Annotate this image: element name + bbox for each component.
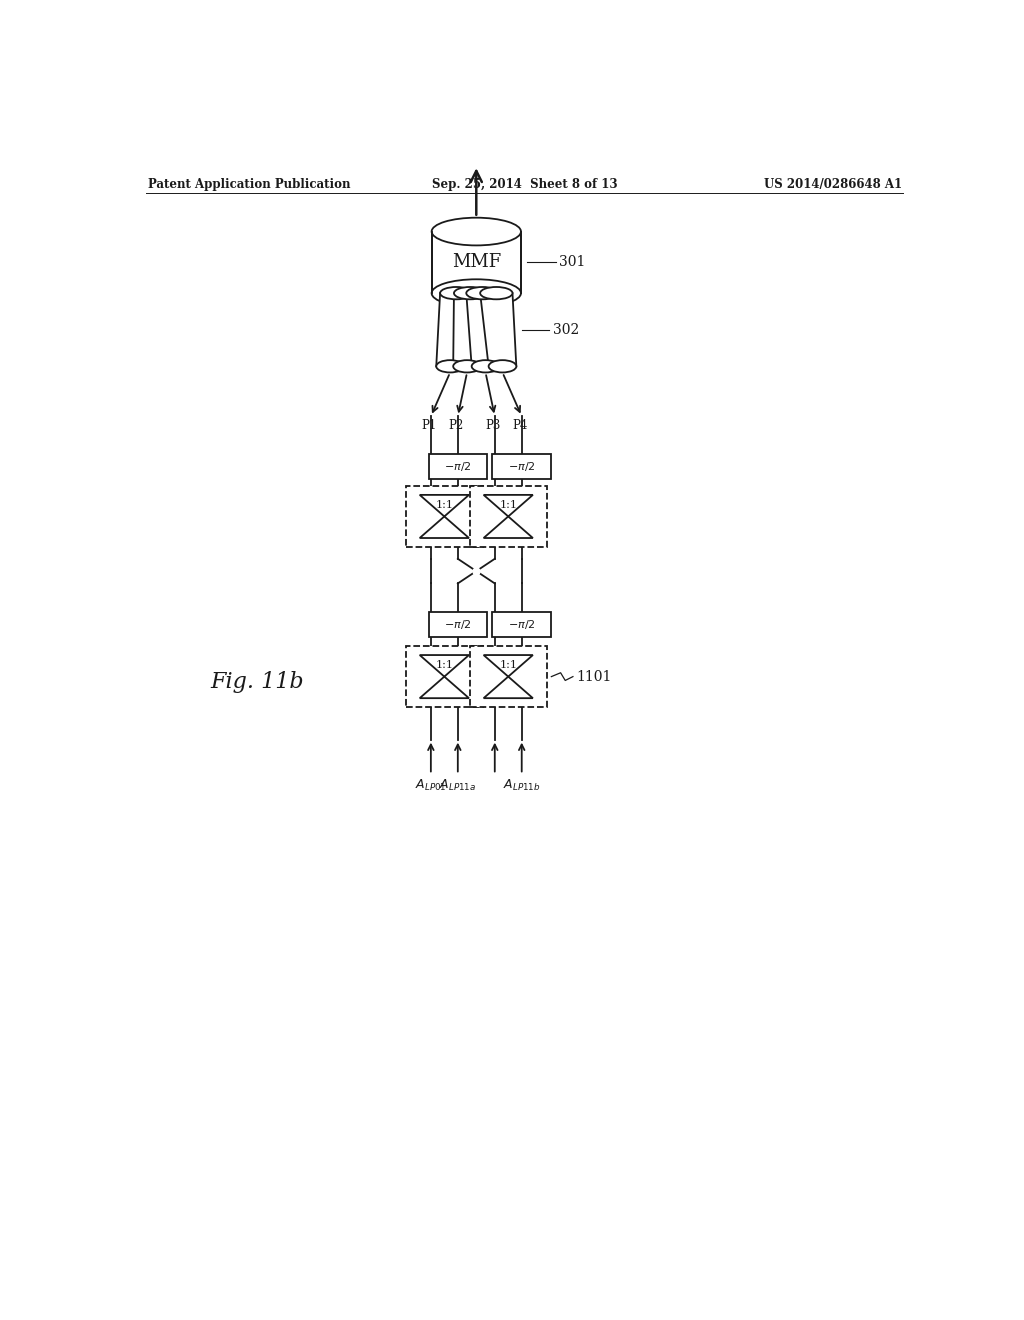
FancyBboxPatch shape [493,612,551,636]
Text: 1:1: 1:1 [500,660,517,669]
Ellipse shape [436,360,464,372]
Text: 1:1: 1:1 [435,660,454,669]
Text: $A_{LP11a}$: $A_{LP11a}$ [439,779,476,793]
Text: $A_{LP11b}$: $A_{LP11b}$ [503,779,541,793]
Text: P1: P1 [422,418,437,432]
Polygon shape [466,293,500,367]
Polygon shape [436,293,472,367]
Text: P2: P2 [449,418,464,432]
Ellipse shape [454,360,481,372]
FancyBboxPatch shape [429,612,487,636]
FancyBboxPatch shape [406,645,483,708]
Text: $-\pi/2$: $-\pi/2$ [444,618,471,631]
Text: P3: P3 [485,418,501,432]
FancyBboxPatch shape [429,454,487,479]
Text: $-\pi/2$: $-\pi/2$ [444,459,471,473]
Polygon shape [432,231,521,293]
Text: 301: 301 [559,255,586,269]
Text: 1101: 1101 [577,669,611,684]
Polygon shape [454,293,486,367]
FancyBboxPatch shape [470,645,547,708]
Ellipse shape [480,286,512,300]
Ellipse shape [454,286,486,300]
Ellipse shape [432,218,521,246]
Text: Sep. 25, 2014  Sheet 8 of 13: Sep. 25, 2014 Sheet 8 of 13 [432,178,617,190]
Ellipse shape [472,360,500,372]
Ellipse shape [488,360,516,372]
Text: US 2014/0286648 A1: US 2014/0286648 A1 [764,178,902,190]
Text: MMF: MMF [452,253,501,272]
Text: P4: P4 [512,418,527,432]
Text: Fig. 11b: Fig. 11b [211,671,304,693]
Ellipse shape [466,286,499,300]
FancyBboxPatch shape [406,486,483,548]
Text: $-\pi/2$: $-\pi/2$ [508,618,536,631]
Polygon shape [480,293,516,367]
Text: 302: 302 [553,322,579,337]
Text: Patent Application Publication: Patent Application Publication [147,178,350,190]
FancyBboxPatch shape [493,454,551,479]
FancyBboxPatch shape [470,486,547,548]
Text: $-\pi/2$: $-\pi/2$ [508,459,536,473]
Ellipse shape [440,286,472,300]
Ellipse shape [432,280,521,308]
Text: 1:1: 1:1 [435,499,454,510]
Text: $A_{LP01}$: $A_{LP01}$ [415,779,446,793]
Text: 1:1: 1:1 [500,499,517,510]
